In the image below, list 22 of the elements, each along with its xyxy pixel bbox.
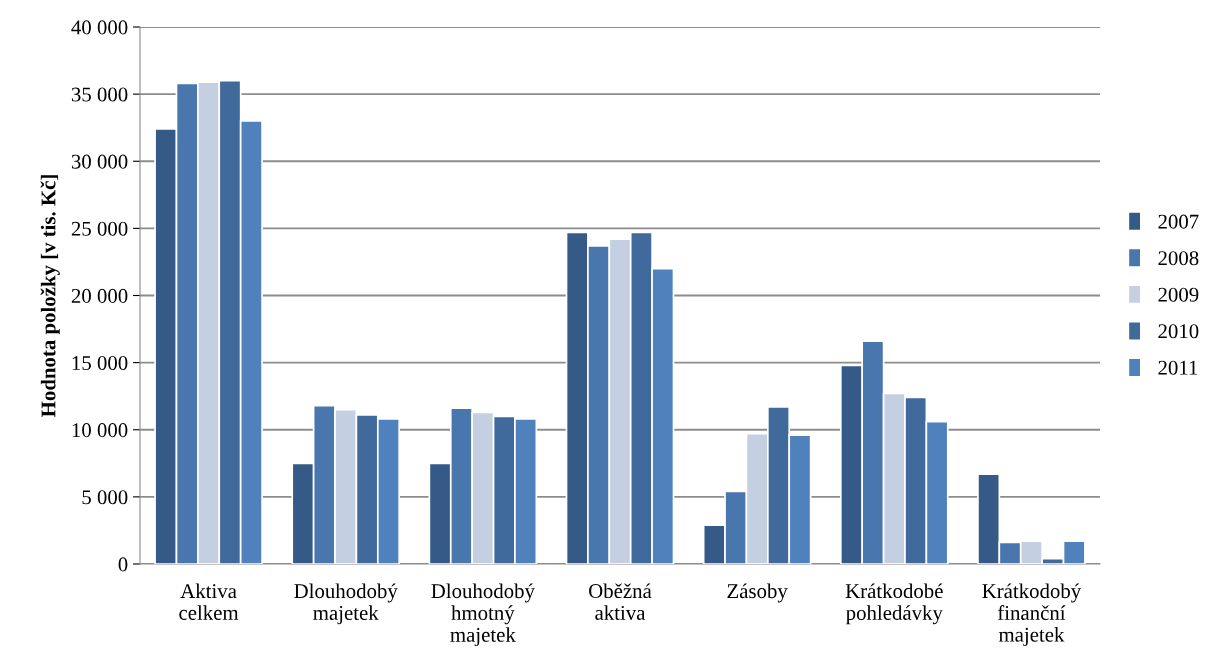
y-tick-label: 30 000 — [71, 154, 128, 169]
y-tick-label: 20 000 — [71, 288, 128, 303]
y-axis-title: Hodnota položky [v tis. Kč] — [40, 175, 60, 417]
x-tick-label: Zásoby — [727, 583, 788, 603]
legend-label: 2009 — [1158, 287, 1199, 302]
x-tick-label: Krátkodobý finanční majetek — [982, 583, 1082, 646]
y-tick-label: 35 000 — [71, 87, 128, 102]
x-tick-label: Dlouhodobý majetek — [294, 583, 398, 625]
y-tick-label: 0 — [118, 557, 128, 572]
y-tick-label: 15 000 — [72, 356, 128, 371]
y-tick-label: 5 000 — [82, 490, 128, 505]
x-tick-label: Dlouhodobý hmotný majetek — [431, 583, 535, 647]
x-tick-label: Krátkodobé pohledávky — [845, 583, 943, 625]
legend-label: 2008 — [1158, 251, 1199, 266]
x-tick-label: Aktiva celkem — [179, 583, 239, 620]
x-tick-label: Oběžná aktiva — [589, 583, 652, 620]
y-tick-label: 40 000 — [71, 20, 128, 35]
legend-label: 2011 — [1158, 360, 1198, 375]
legend-label: 2007 — [1158, 214, 1199, 229]
y-tick-label: 10 000 — [72, 423, 128, 438]
legend-label: 2010 — [1158, 324, 1199, 339]
y-tick-label: 25 000 — [71, 221, 128, 236]
